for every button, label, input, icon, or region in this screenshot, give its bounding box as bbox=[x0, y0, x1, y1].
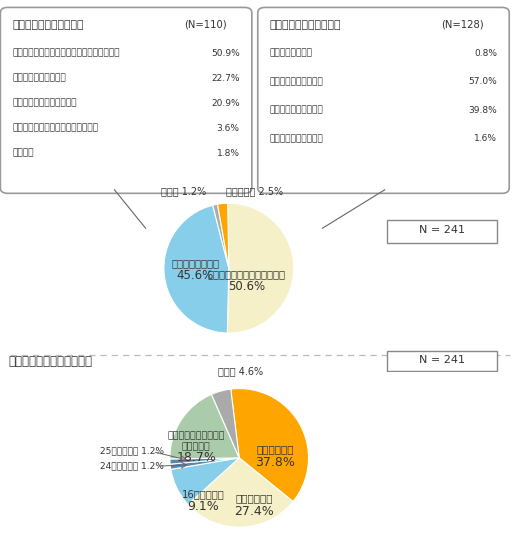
Text: ８ページ程度: ８ページ程度 bbox=[236, 493, 273, 503]
Wedge shape bbox=[217, 204, 229, 268]
Text: ・全くわからなかった: ・全くわからなかった bbox=[270, 134, 323, 144]
FancyBboxPatch shape bbox=[258, 7, 509, 194]
Text: ・特に興味もなかったので: ・特に興味もなかったので bbox=[12, 98, 77, 108]
Text: 【運用報告書理解状況】: 【運用報告書理解状況】 bbox=[270, 20, 341, 30]
Text: 50.9%: 50.9% bbox=[211, 48, 240, 58]
Text: 18.7%: 18.7% bbox=[176, 452, 216, 464]
Text: 39.8%: 39.8% bbox=[469, 106, 497, 115]
Text: ・内容が多すぎて読む気にならなかったので: ・内容が多すぎて読む気にならなかったので bbox=[12, 48, 120, 58]
Text: 20.9%: 20.9% bbox=[211, 98, 240, 108]
Text: 読んだことがないので: 読んだことがないので bbox=[167, 431, 225, 440]
Text: ・重要な箇所がわからなかったので: ・重要な箇所がわからなかったので bbox=[12, 124, 98, 133]
Text: (N=110): (N=110) bbox=[184, 20, 227, 30]
Text: 27.4%: 27.4% bbox=[235, 505, 275, 518]
Text: 無回答 4.6%: 無回答 4.6% bbox=[218, 366, 263, 376]
Wedge shape bbox=[227, 203, 294, 333]
Text: N = 241: N = 241 bbox=[419, 226, 465, 235]
Text: 読んだことはない: 読んだことはない bbox=[171, 258, 219, 268]
Text: 全部読んだ 2.5%: 全部読んだ 2.5% bbox=[226, 186, 283, 196]
Text: ・その他: ・その他 bbox=[12, 148, 34, 158]
Text: (N=128): (N=128) bbox=[441, 20, 484, 30]
Text: 50.6%: 50.6% bbox=[228, 280, 266, 293]
Text: 【運用報告書の分量程度】: 【運用報告書の分量程度】 bbox=[8, 355, 93, 368]
FancyBboxPatch shape bbox=[387, 351, 497, 371]
Text: 【運用報告書未読理由】: 【運用報告書未読理由】 bbox=[12, 20, 84, 30]
Text: 37.8%: 37.8% bbox=[255, 456, 295, 469]
Text: 必要と思われる項目を読んだ: 必要と思われる項目を読んだ bbox=[208, 270, 286, 279]
Text: ・よくわからなかった: ・よくわからなかった bbox=[270, 106, 323, 115]
Text: 無回答 1.2%: 無回答 1.2% bbox=[161, 186, 206, 196]
Text: 45.6%: 45.6% bbox=[176, 270, 214, 282]
FancyBboxPatch shape bbox=[387, 219, 497, 244]
Wedge shape bbox=[170, 458, 239, 464]
Wedge shape bbox=[170, 394, 239, 459]
Text: ・難しそうだったので: ・難しそうだったので bbox=[12, 74, 66, 82]
Text: 22.7%: 22.7% bbox=[211, 74, 240, 82]
FancyBboxPatch shape bbox=[1, 7, 252, 194]
Text: 3.6%: 3.6% bbox=[217, 124, 240, 133]
Text: 16ページ程度: 16ページ程度 bbox=[182, 489, 225, 499]
Wedge shape bbox=[170, 458, 239, 469]
Text: N = 241: N = 241 bbox=[419, 355, 465, 365]
Text: 1.8%: 1.8% bbox=[217, 148, 240, 158]
Text: ４ページ程度: ４ページ程度 bbox=[256, 444, 294, 454]
Text: 25ページ以上 1.2%: 25ページ以上 1.2% bbox=[100, 447, 164, 455]
Wedge shape bbox=[164, 205, 229, 333]
Text: ・まあまあ理解できた: ・まあまあ理解できた bbox=[270, 77, 323, 86]
Text: 9.1%: 9.1% bbox=[187, 500, 219, 513]
Wedge shape bbox=[188, 458, 293, 527]
Text: わからない: わからない bbox=[182, 442, 211, 452]
Wedge shape bbox=[231, 389, 308, 502]
Text: 0.8%: 0.8% bbox=[474, 48, 497, 58]
Wedge shape bbox=[213, 204, 229, 268]
Text: 57.0%: 57.0% bbox=[469, 77, 497, 86]
Text: ・よく理解できた: ・よく理解できた bbox=[270, 48, 313, 58]
Text: 24ページ程度 1.2%: 24ページ程度 1.2% bbox=[100, 461, 164, 471]
Text: 1.6%: 1.6% bbox=[474, 134, 497, 144]
Wedge shape bbox=[171, 458, 239, 504]
Wedge shape bbox=[212, 389, 239, 458]
